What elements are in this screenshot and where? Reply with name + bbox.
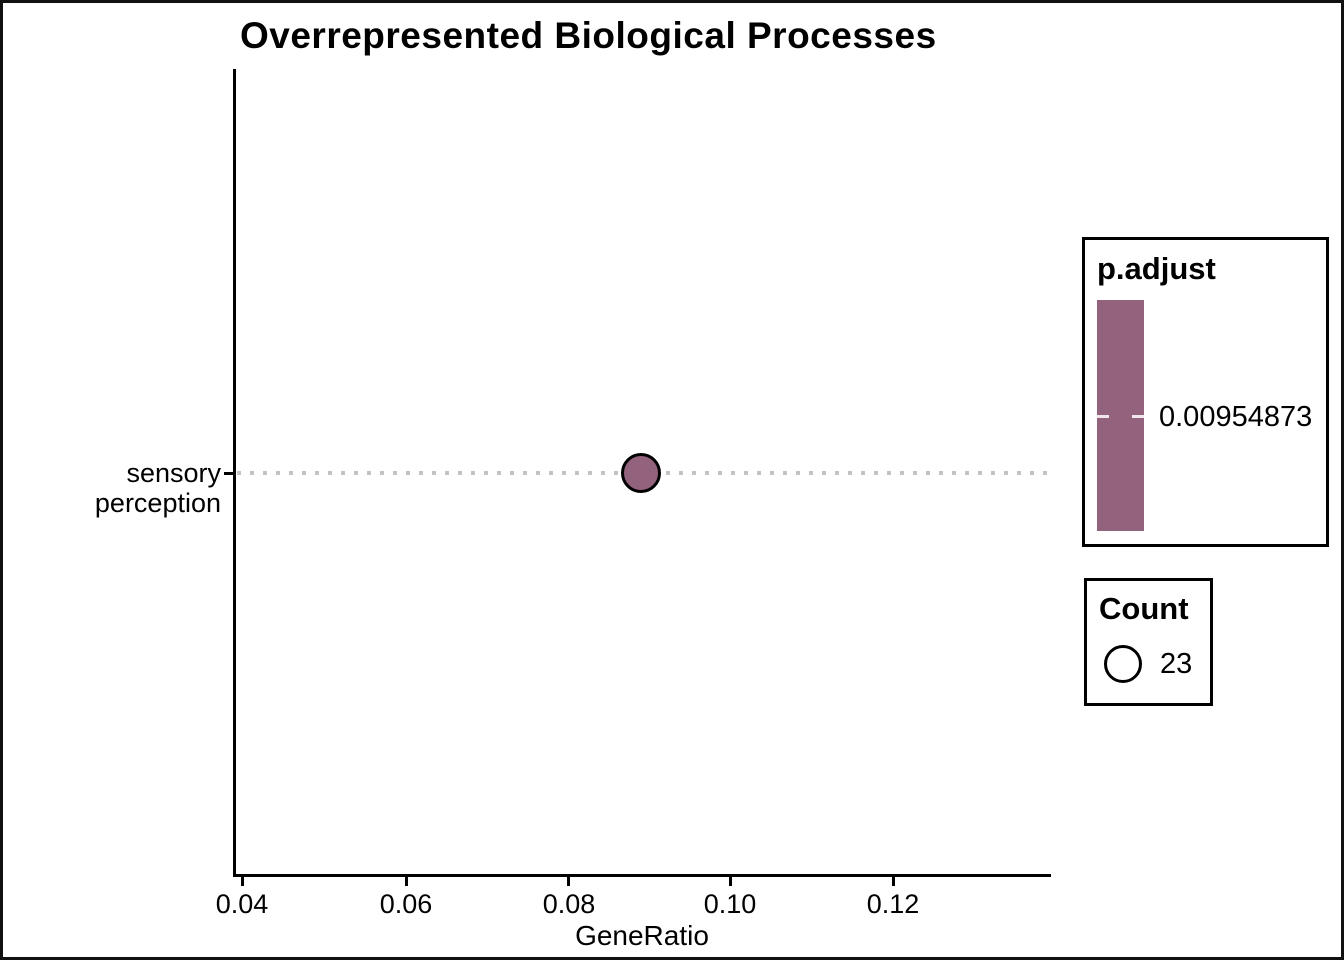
y-tick-mark: [224, 472, 234, 475]
count-value-label: 23: [1160, 648, 1193, 680]
x-axis-title: GeneRatio: [575, 920, 709, 951]
y-category-label: sensory perception: [94, 458, 221, 518]
x-tick-label: 0.04: [215, 889, 269, 919]
x-tick-mark: [729, 877, 732, 886]
x-tick-label: 0.10: [703, 889, 757, 919]
x-tick-label: 0.06: [379, 889, 433, 919]
x-tick-label: 0.12: [866, 889, 920, 919]
y-axis-line: [233, 69, 236, 877]
x-tick-mark: [567, 877, 570, 886]
x-tick-label: 0.08: [542, 889, 596, 919]
p-adjust-legend-title: p.adjust: [1097, 251, 1216, 286]
count-legend-title: Count: [1099, 591, 1189, 626]
x-tick-mark: [405, 877, 408, 886]
chart-title: Overrepresented Biological Processes: [240, 15, 937, 56]
colorbar-tick-right: [1132, 415, 1144, 418]
count-size-key-circle: [1104, 645, 1142, 683]
x-tick-mark: [241, 877, 244, 886]
p-adjust-value-label: 0.00954873: [1159, 401, 1313, 433]
x-axis-line: [233, 874, 1051, 877]
colorbar-tick-left: [1097, 415, 1109, 418]
x-tick-mark: [892, 877, 895, 886]
data-point: [621, 453, 661, 493]
count-legend: [1084, 578, 1213, 706]
